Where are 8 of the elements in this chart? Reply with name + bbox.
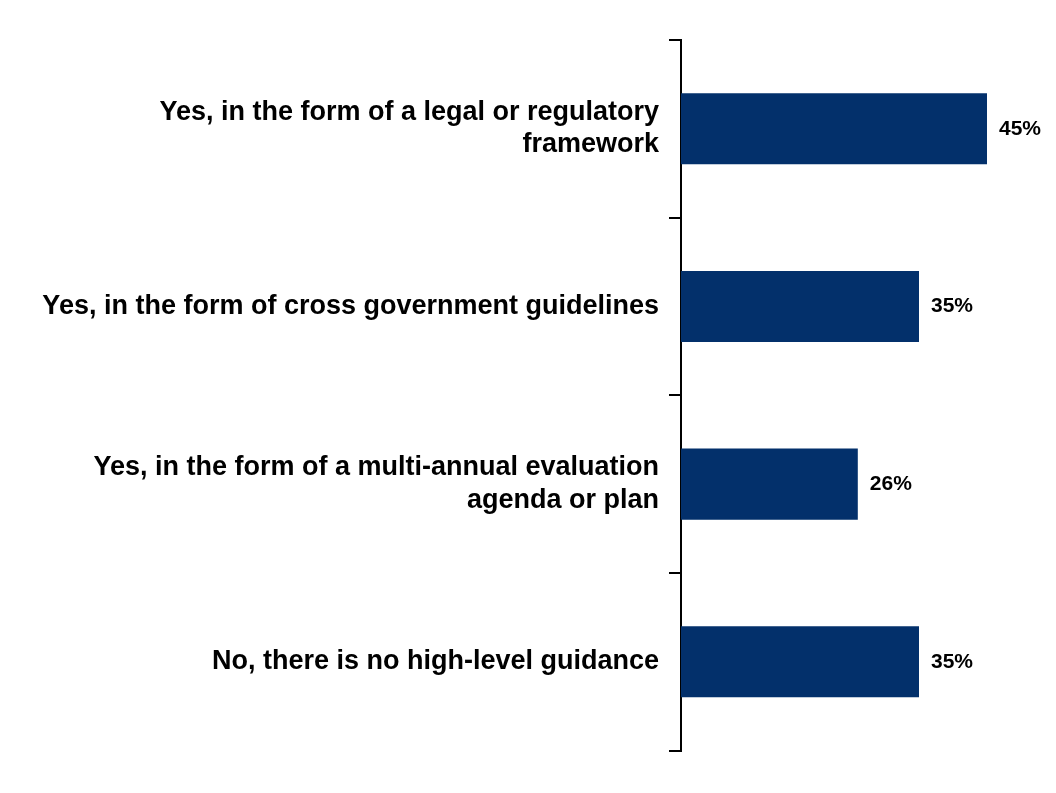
y-tick-label: Yes, in the form of a multi-annual evaluation agenda or plan — [93, 451, 659, 514]
y-tick-label: No, there is no high-level guidance — [211, 645, 659, 676]
data-label: 45% — [999, 115, 1042, 139]
y-tick-label: Yes, in the form of a legal or regulatory framework — [159, 96, 660, 159]
data-label: 35% — [931, 293, 974, 317]
data-label: 35% — [931, 648, 974, 672]
data-label: 26% — [869, 470, 913, 494]
y-tick-label: Yes, in the form of cross government guidelines — [42, 289, 659, 320]
